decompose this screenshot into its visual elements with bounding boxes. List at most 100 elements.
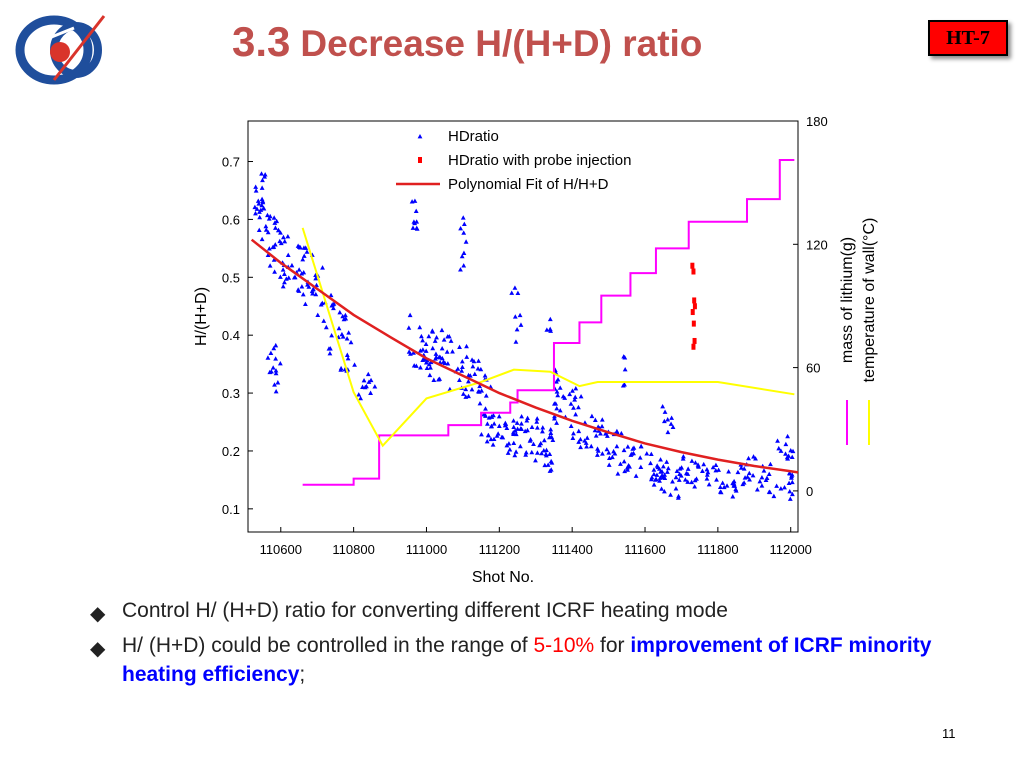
hdratio-point (555, 377, 561, 382)
hdratio-point (314, 282, 319, 288)
probe-injection-point (691, 343, 696, 350)
hdratio-point (674, 468, 680, 473)
plot-frame (247, 120, 799, 533)
hdratio-point (790, 491, 795, 497)
hdratio-point (599, 423, 605, 429)
hdratio-point (463, 239, 469, 244)
hdratio-point (259, 202, 265, 208)
probe-injection-point (692, 337, 697, 344)
x-tick-label: 111000 (406, 542, 447, 557)
hdratio-point (253, 184, 259, 189)
hdratio-point (278, 230, 283, 235)
bullet-text-part2: for (594, 634, 631, 657)
hdratio-point (458, 267, 463, 272)
hdratio-point (256, 227, 262, 233)
hdratio-point (466, 393, 471, 399)
hdratio-point (275, 380, 281, 385)
hd-ratio-chart: 110600 110800 111000 111200 111400 111600 1118… (180, 105, 900, 590)
hdratio-point (705, 469, 711, 475)
hdratio-point (428, 365, 433, 370)
y-tick-label: 0.4 (222, 328, 240, 343)
hdratio-point (673, 474, 679, 480)
hdratio-point (434, 334, 439, 340)
hdratio-point (638, 464, 644, 470)
hdratio-point (496, 423, 502, 428)
hdratio-point (519, 413, 525, 419)
hdratio-point (463, 386, 469, 392)
hdratio-point (716, 467, 722, 472)
hdratio-point (262, 172, 268, 177)
hdratio-point (292, 274, 298, 280)
hdratio-point (651, 471, 657, 477)
hdratio-point (512, 452, 518, 458)
hdratio-point (534, 425, 540, 430)
hdratio-point (475, 366, 481, 371)
hdratio-point (515, 426, 521, 431)
hdratio-point (778, 448, 784, 453)
hdratio-point (552, 416, 557, 421)
hdratio-point (340, 334, 346, 339)
hdratio-point (313, 275, 319, 281)
hdratio-point (660, 474, 666, 480)
page-number: 11 (942, 726, 956, 741)
hdratio-point (273, 368, 279, 373)
hdratio-point (648, 451, 654, 457)
lithium-mass-line (302, 159, 795, 486)
hdratio-point (788, 475, 794, 480)
hdratio-point (254, 206, 260, 211)
hdratio-point (273, 225, 278, 230)
hdratio-point (631, 445, 637, 450)
hdratio-point (511, 424, 517, 429)
hdratio-point (519, 421, 524, 426)
hdratio-point (545, 462, 551, 467)
hdratio-point (253, 210, 258, 216)
hdratio-point (534, 419, 540, 424)
hdratio-point (338, 365, 344, 371)
hdratio-point (549, 460, 555, 465)
hdratio-point (665, 429, 671, 435)
x-tick-label: 111800 (697, 542, 738, 557)
hdratio-point (710, 464, 716, 470)
hdratio-point (446, 333, 452, 339)
hdratio-point (704, 476, 710, 481)
hdratio-point (745, 474, 750, 479)
y-tick-label: 0.3 (222, 386, 240, 401)
hdratio-point (346, 330, 352, 335)
hdratio-point (420, 338, 426, 343)
hdratio-point (282, 271, 287, 276)
hdratio-point (257, 214, 263, 220)
hdratio-point (783, 441, 789, 447)
hdratio-point (696, 464, 701, 469)
x-tick-label: 110800 (332, 542, 374, 557)
hdratio-point (784, 454, 790, 460)
hdratio-point (270, 365, 276, 370)
hdratio-point (412, 198, 418, 203)
hdratio-point (365, 371, 371, 377)
hdratio-point (540, 425, 546, 430)
hdratio-point (273, 356, 279, 361)
hdratio-point (652, 477, 658, 482)
hdratio-point (280, 284, 286, 289)
x-tick-label: 111400 (551, 542, 592, 557)
hdratio-point (733, 488, 739, 493)
hdratio-point (692, 477, 698, 483)
hdratio-point (519, 426, 524, 431)
hdratio-point (651, 467, 657, 472)
hdratio-point (271, 244, 277, 249)
hdratio-point (676, 477, 682, 482)
hdratio-point (327, 350, 333, 356)
hdratio-point (272, 382, 277, 387)
hdratio-point (783, 451, 788, 456)
hdratio-point (670, 424, 676, 430)
hdratio-point (483, 406, 488, 411)
hdratio-point (300, 292, 306, 297)
hdratio-point (654, 472, 660, 477)
hdratio-point (628, 452, 634, 457)
y-tick-label: 0.6 (222, 212, 240, 227)
hdratio-point (670, 479, 675, 484)
hdratio-point (578, 444, 584, 450)
hdratio-point (661, 418, 667, 424)
hdratio-point (271, 215, 277, 220)
hdratio-point (578, 436, 583, 442)
hdratio-point (786, 480, 792, 486)
